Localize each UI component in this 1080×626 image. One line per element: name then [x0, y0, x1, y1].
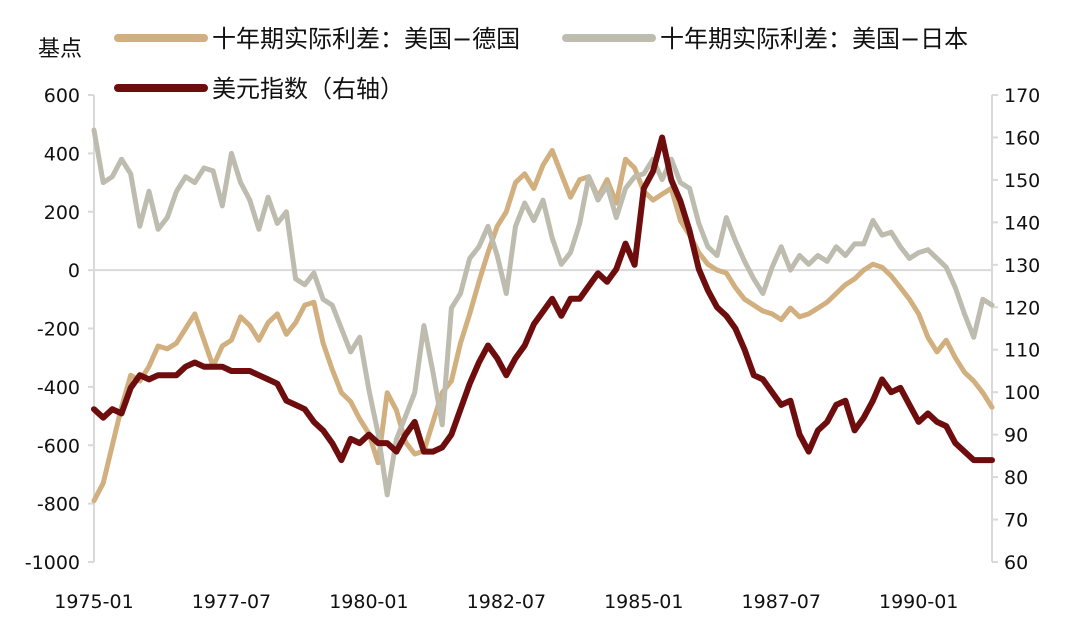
- series-layer: [91, 127, 995, 504]
- x-tick-label: 1987-07: [742, 591, 821, 613]
- x-tick-label: 1977-07: [192, 591, 271, 613]
- y-unit-label: 基点: [38, 37, 82, 62]
- x-tick-label: 1980-01: [329, 591, 408, 613]
- series-line-1: [91, 148, 995, 504]
- x-axis-ticks: 1975-01 1977-07 1980-01 1982-07 1985-01 1987-…: [54, 591, 958, 613]
- series-line-2: [91, 127, 995, 498]
- x-tick-label: 1990-01: [879, 591, 958, 613]
- x-tick-label: 1985-01: [604, 591, 683, 613]
- legend-item-2: 十年期实际利差：美国−日本: [562, 25, 968, 53]
- right-tick-label: 130: [1004, 255, 1040, 277]
- left-tick-label: -600: [37, 435, 80, 457]
- right-tick-label: 160: [1004, 127, 1040, 149]
- legend-item-3: 美元指数（右轴）: [114, 75, 404, 103]
- left-tick-label: -800: [37, 494, 80, 516]
- left-tick-label: -200: [37, 319, 80, 341]
- right-tick-label: 140: [1004, 212, 1040, 234]
- right-tick-label: 80: [1004, 467, 1028, 489]
- right-tick-label: 90: [1004, 425, 1028, 447]
- legend-label: 十年期实际利差：美国−德国: [212, 25, 520, 53]
- left-tick-label: -400: [37, 377, 80, 399]
- left-tick-label: 0: [68, 260, 80, 282]
- right-tick-label: 170: [1004, 85, 1040, 107]
- right-axis-ticks: 170 160 150 140 130 120 110 100 90 80 70 60: [992, 85, 1040, 574]
- x-tick-label: 1975-01: [54, 591, 133, 613]
- right-tick-label: 100: [1004, 382, 1040, 404]
- axes: 600 400 200 0 -200 -400 -600 -800 -1000 170 160 15…: [25, 85, 1040, 613]
- right-tick-label: 60: [1004, 552, 1028, 574]
- legend-item-1: 十年期实际利差：美国−德国: [114, 25, 520, 53]
- series-line-3: [91, 134, 995, 464]
- right-tick-label: 70: [1004, 510, 1028, 532]
- right-tick-label: 110: [1004, 340, 1040, 362]
- right-tick-label: 120: [1004, 297, 1040, 319]
- legend-label: 十年期实际利差：美国−日本: [660, 25, 968, 53]
- left-axis-ticks: 600 400 200 0 -200 -400 -600 -800 -1000: [25, 85, 94, 574]
- left-tick-label: 600: [44, 85, 80, 107]
- x-tick-label: 1982-07: [467, 591, 546, 613]
- left-tick-label: -1000: [25, 552, 80, 574]
- left-tick-label: 400: [44, 143, 80, 165]
- legend-label: 美元指数（右轴）: [212, 75, 404, 103]
- right-tick-label: 150: [1004, 170, 1040, 192]
- left-tick-label: 200: [44, 202, 80, 224]
